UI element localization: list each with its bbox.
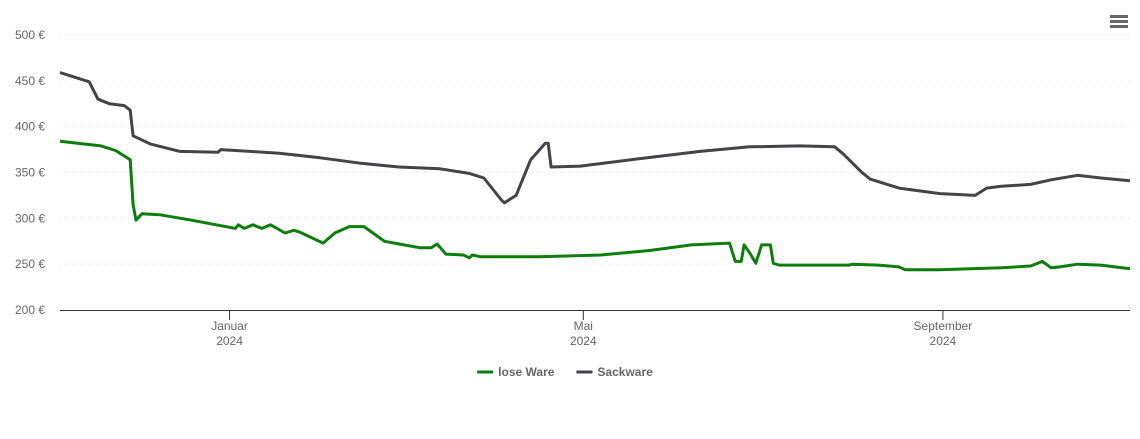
menu-button[interactable] xyxy=(1110,15,1128,28)
y-tick-label: 350 € xyxy=(15,166,45,180)
legend-label: Sackware xyxy=(597,365,653,379)
y-tick-label: 250 € xyxy=(15,257,45,271)
y-tick-label: 450 € xyxy=(15,74,45,88)
menu-bar xyxy=(1110,15,1128,18)
menu-bar xyxy=(1110,25,1128,28)
x-tick-label: Januar 2024 xyxy=(211,319,248,348)
series-line xyxy=(59,139,1131,272)
legend-item[interactable]: lose Ware xyxy=(477,365,555,379)
y-tick-label: 200 € xyxy=(15,303,45,317)
legend-label: lose Ware xyxy=(498,365,555,379)
y-tick-label: 400 € xyxy=(15,120,45,134)
y-tick-label: 500 € xyxy=(15,28,45,42)
legend-item[interactable]: Sackware xyxy=(576,365,653,379)
menu-bar xyxy=(1110,20,1128,23)
x-tick-label: Mai 2024 xyxy=(570,319,597,348)
x-tick-label: September 2024 xyxy=(914,319,973,348)
y-tick-label: 300 € xyxy=(15,211,45,225)
legend: lose Ware Sackware xyxy=(477,365,653,379)
series-line xyxy=(59,71,1131,205)
